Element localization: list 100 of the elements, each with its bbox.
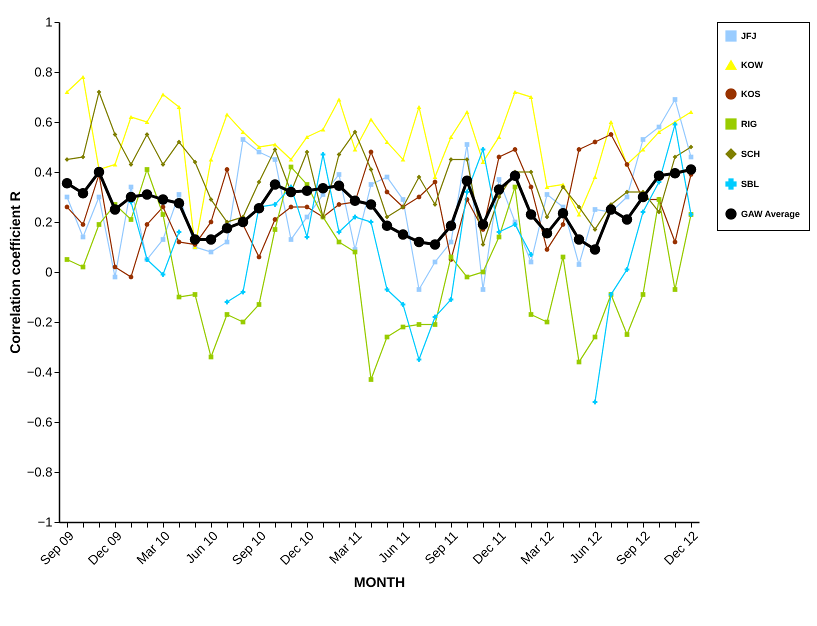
point	[208, 197, 214, 202]
point	[368, 377, 374, 382]
point	[288, 164, 294, 170]
point	[224, 300, 230, 304]
x-tick-label: Sep 12	[612, 528, 653, 568]
point	[368, 182, 374, 187]
legend-label: RIG	[741, 119, 758, 129]
point	[288, 237, 294, 242]
point	[336, 97, 342, 102]
point	[176, 240, 182, 244]
point	[528, 260, 534, 264]
point	[560, 254, 566, 260]
point	[656, 210, 662, 214]
point	[64, 90, 70, 94]
point	[576, 262, 582, 267]
x-tick-label: Sep 11	[422, 528, 461, 568]
point	[208, 220, 214, 224]
point	[192, 292, 198, 297]
point	[590, 244, 600, 255]
point	[496, 154, 502, 160]
point	[672, 122, 678, 127]
point	[512, 184, 518, 190]
point	[528, 312, 534, 317]
point	[368, 150, 374, 154]
point	[608, 120, 614, 124]
point	[624, 194, 630, 200]
x-tick-label: Dec 12	[660, 528, 701, 568]
point	[112, 264, 118, 270]
point	[256, 144, 262, 150]
point	[336, 152, 342, 157]
point	[574, 234, 584, 245]
point	[62, 178, 72, 188]
point	[430, 239, 440, 250]
point	[640, 210, 646, 214]
point	[208, 157, 214, 162]
point	[656, 124, 662, 130]
point	[398, 229, 408, 240]
point	[448, 297, 454, 302]
point	[112, 162, 118, 167]
point	[224, 312, 230, 317]
x-tick-label: Jun 12	[566, 528, 605, 566]
point	[384, 214, 390, 220]
point	[304, 134, 310, 140]
point	[128, 217, 134, 222]
y-tick-label: 0.4	[34, 164, 52, 180]
point	[384, 334, 390, 340]
point	[80, 222, 86, 227]
point	[334, 180, 344, 191]
point	[128, 274, 134, 280]
point	[272, 217, 278, 222]
point	[384, 287, 390, 292]
point	[80, 154, 86, 160]
point	[672, 154, 678, 160]
y-tick-label: 1	[45, 14, 52, 30]
point	[206, 234, 216, 245]
point	[336, 202, 342, 207]
y-tick-label: −0.8	[26, 464, 52, 480]
point	[368, 167, 374, 172]
point	[160, 92, 166, 97]
legend-label: KOS	[741, 89, 761, 99]
point	[304, 204, 310, 210]
point	[592, 207, 598, 212]
point	[448, 240, 454, 244]
point	[544, 214, 550, 220]
point	[160, 204, 166, 210]
point	[560, 222, 566, 227]
point	[672, 240, 678, 244]
point	[526, 209, 536, 220]
point	[592, 400, 598, 404]
point	[80, 74, 86, 80]
y-tick-label: 0.8	[34, 64, 52, 80]
point	[544, 192, 550, 197]
point	[256, 180, 262, 184]
point	[480, 147, 486, 152]
point	[640, 147, 646, 152]
point	[144, 120, 150, 124]
point	[64, 204, 70, 210]
point	[462, 176, 472, 186]
point	[80, 264, 86, 270]
point	[302, 186, 312, 196]
point	[672, 287, 678, 292]
point	[400, 302, 406, 307]
point	[352, 214, 358, 220]
point	[688, 110, 694, 114]
point	[142, 189, 152, 200]
point	[256, 302, 262, 307]
y-axis-title: Correlation coefficient R	[6, 191, 23, 354]
point	[688, 154, 694, 160]
x-tick-label: Dec 09	[84, 528, 125, 568]
point	[416, 357, 422, 362]
point	[496, 230, 502, 234]
point	[654, 170, 664, 181]
point	[606, 204, 616, 215]
point	[528, 252, 534, 257]
point	[96, 194, 102, 200]
point	[304, 214, 310, 220]
point	[480, 270, 486, 274]
point	[432, 314, 438, 320]
point	[256, 150, 262, 154]
point	[384, 190, 390, 194]
